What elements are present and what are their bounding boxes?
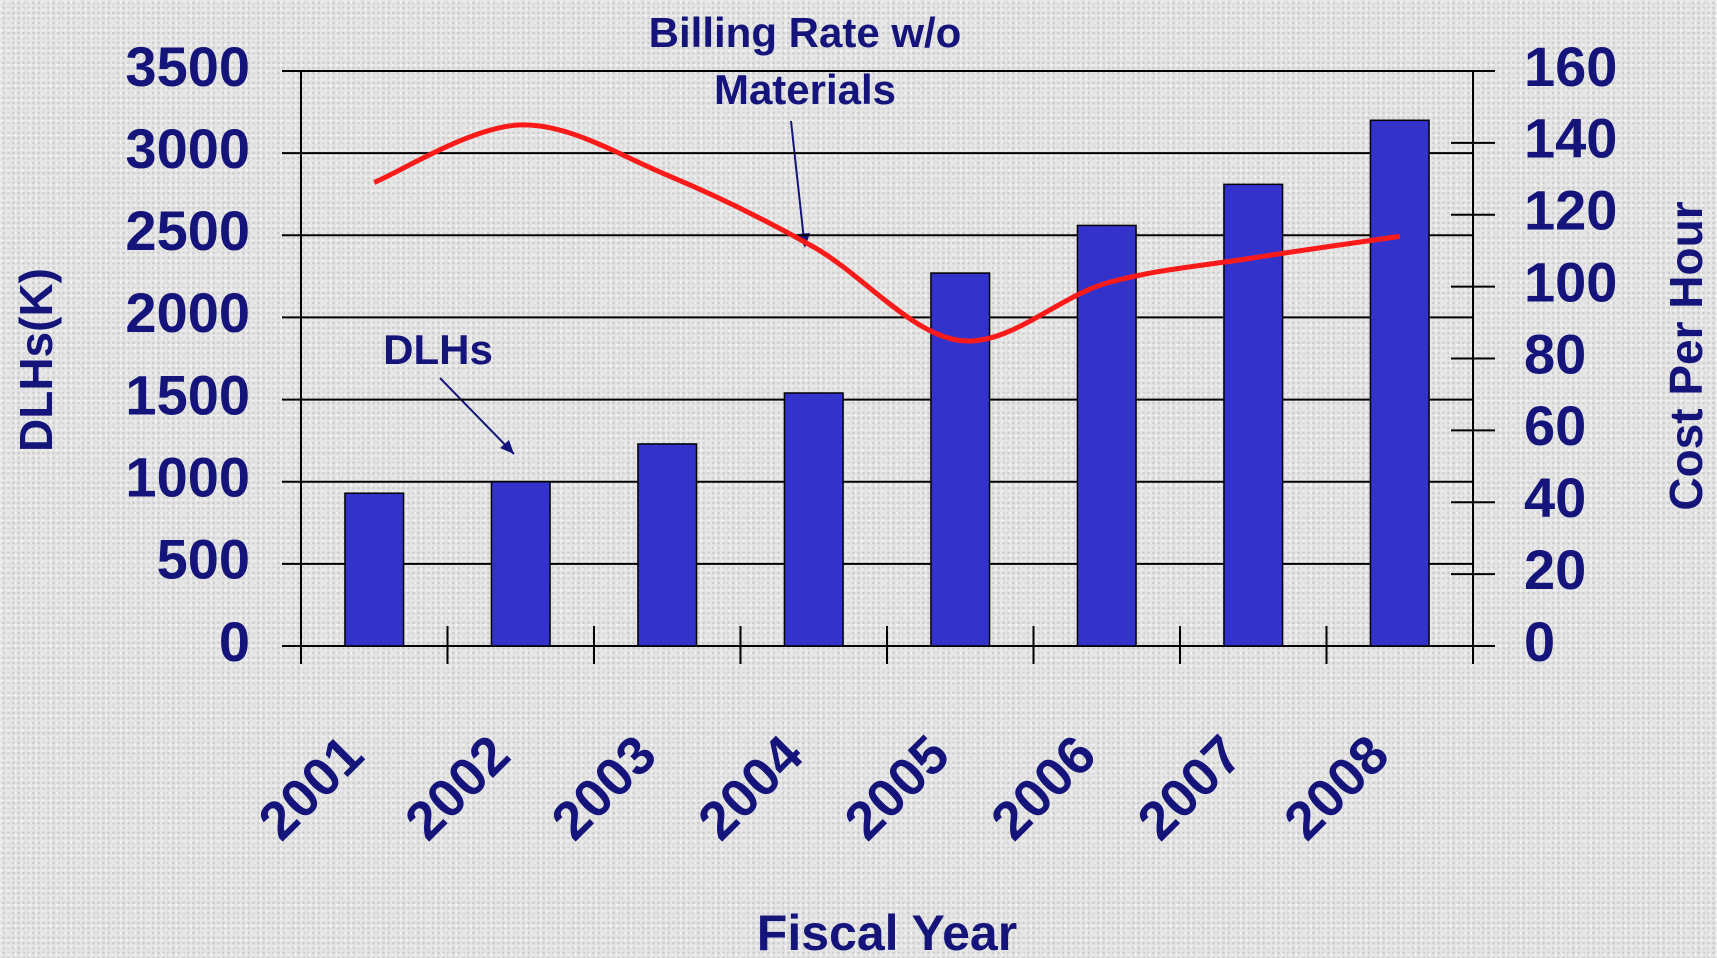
y2-tick-label: 80 — [1524, 322, 1586, 385]
x-tick-label: 2006 — [980, 724, 1107, 851]
bar — [783, 392, 844, 647]
x-tick-label: 2003 — [540, 724, 667, 851]
arrow-head — [500, 440, 514, 454]
y2-tick-label: 0 — [1524, 610, 1555, 673]
x-tick-label: 2002 — [394, 724, 521, 851]
y2-tick-label: 60 — [1524, 394, 1586, 457]
y-tick-label: 1000 — [125, 446, 250, 509]
y-tick-label: 0 — [219, 610, 250, 673]
x-tick-label: 2005 — [833, 724, 960, 851]
line — [373, 122, 1401, 344]
bar — [344, 492, 405, 647]
y2-axis-label: Cost Per Hour — [1660, 201, 1712, 510]
annotation-arrow — [790, 120, 805, 241]
y-axis-label: DLHs(K) — [10, 268, 62, 452]
y2-tick-label: 20 — [1524, 538, 1586, 601]
bar — [637, 443, 698, 647]
y-tick-label: 3500 — [125, 35, 250, 98]
y-tick-label: 2000 — [125, 281, 250, 344]
y2-tick-label: 160 — [1524, 35, 1617, 98]
series-annotation: DLHs — [383, 326, 493, 373]
y2-tick-label: 100 — [1524, 250, 1617, 313]
y-tick-label: 3000 — [125, 117, 250, 180]
y2-tick-label: 120 — [1524, 179, 1617, 242]
series-annotation: Billing Rate w/o Materials — [648, 9, 962, 113]
x-tick-label: 2008 — [1273, 724, 1400, 851]
y2-tick-label: 140 — [1524, 107, 1617, 170]
x-tick-label: 2007 — [1126, 724, 1253, 851]
y2-tick-label: 40 — [1524, 466, 1586, 529]
x-tick-label: 2001 — [247, 724, 374, 851]
annotation-arrow — [439, 377, 515, 455]
bar — [1076, 224, 1137, 647]
bar — [490, 480, 551, 647]
bar — [1369, 119, 1430, 647]
x-tick-label: 2004 — [687, 724, 814, 851]
y-tick-label: 500 — [157, 528, 250, 591]
bar — [930, 272, 991, 647]
y-tick-label: 1500 — [125, 363, 250, 426]
y-tick-label: 2500 — [125, 199, 250, 262]
x-axis-label: Fiscal Year — [757, 905, 1017, 958]
